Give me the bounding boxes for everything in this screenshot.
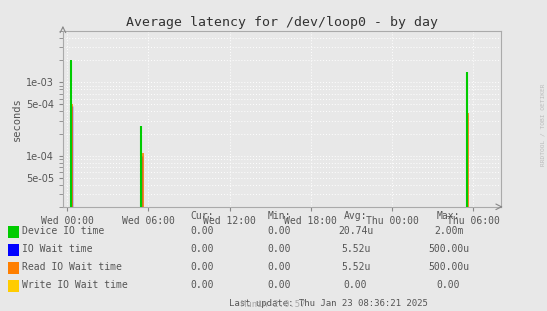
Text: Device IO time: Device IO time — [22, 226, 104, 236]
Text: 0.00: 0.00 — [267, 226, 290, 236]
Text: 20.74u: 20.74u — [338, 226, 373, 236]
Text: 0.00: 0.00 — [191, 226, 214, 236]
Text: 0.00: 0.00 — [267, 244, 290, 254]
Text: Max:: Max: — [437, 211, 460, 221]
Text: 500.00u: 500.00u — [428, 244, 469, 254]
Text: 0.00: 0.00 — [267, 262, 290, 272]
Text: 0.00: 0.00 — [191, 244, 214, 254]
Text: Read IO Wait time: Read IO Wait time — [22, 262, 123, 272]
Text: Munin 2.0.57: Munin 2.0.57 — [241, 300, 306, 309]
Text: 0.00: 0.00 — [267, 280, 290, 290]
Text: 0.00: 0.00 — [437, 280, 460, 290]
Y-axis label: seconds: seconds — [11, 97, 21, 141]
Text: IO Wait time: IO Wait time — [22, 244, 93, 254]
Text: 0.00: 0.00 — [191, 280, 214, 290]
Text: 2.00m: 2.00m — [434, 226, 463, 236]
Text: Cur:: Cur: — [191, 211, 214, 221]
Text: Write IO Wait time: Write IO Wait time — [22, 280, 128, 290]
Title: Average latency for /dev/loop0 - by day: Average latency for /dev/loop0 - by day — [126, 16, 438, 29]
Text: 500.00u: 500.00u — [428, 262, 469, 272]
Text: RRDTOOL / TOBI OETIKER: RRDTOOL / TOBI OETIKER — [540, 83, 545, 166]
Text: 5.52u: 5.52u — [341, 262, 370, 272]
Text: Avg:: Avg: — [344, 211, 367, 221]
Text: 0.00: 0.00 — [344, 280, 367, 290]
Text: 5.52u: 5.52u — [341, 244, 370, 254]
Text: Min:: Min: — [267, 211, 290, 221]
Text: 0.00: 0.00 — [191, 262, 214, 272]
Text: Last update: Thu Jan 23 08:36:21 2025: Last update: Thu Jan 23 08:36:21 2025 — [229, 299, 428, 308]
